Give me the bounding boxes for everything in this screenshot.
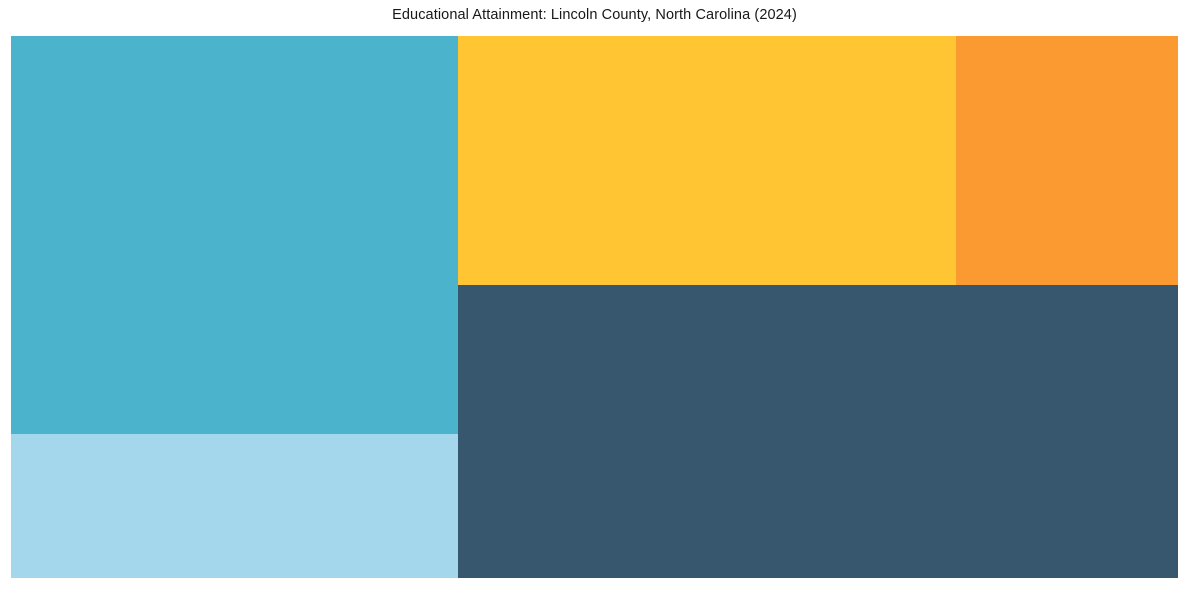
treemap-plot-area (11, 36, 1178, 578)
treemap-tile[interactable] (458, 285, 1178, 578)
treemap-tile[interactable] (956, 36, 1178, 285)
treemap-tile[interactable] (458, 36, 956, 285)
treemap-tile[interactable] (11, 434, 458, 578)
treemap-tile[interactable] (11, 36, 458, 434)
chart-title: Educational Attainment: Lincoln County, … (392, 7, 797, 23)
